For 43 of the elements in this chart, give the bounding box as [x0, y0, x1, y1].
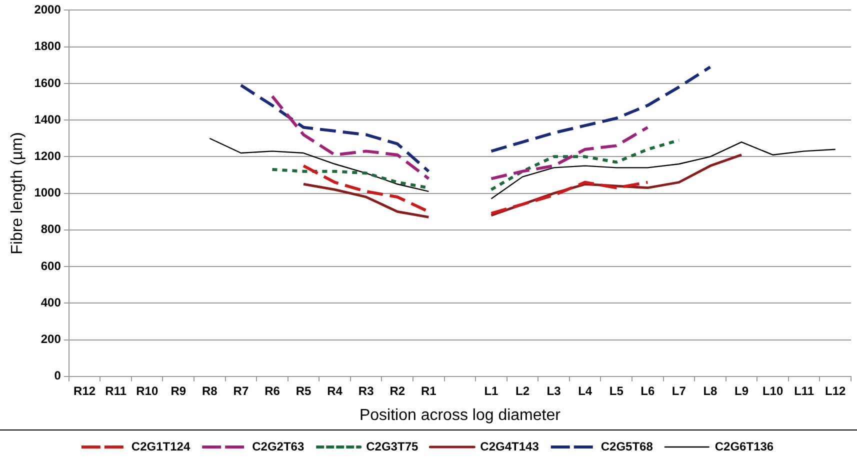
y-tick-label: 600	[40, 258, 62, 273]
x-tick-label: L10	[762, 384, 784, 398]
x-tick-label: R5	[296, 384, 312, 398]
x-tick-label: L12	[825, 384, 846, 398]
x-tick-label: L2	[516, 384, 530, 398]
x-tick-label: L7	[672, 384, 686, 398]
x-tick-label: R12	[74, 384, 96, 398]
x-tick-label: R4	[327, 384, 343, 398]
y-tick-label: 0	[54, 368, 62, 383]
x-tick-label: R6	[264, 384, 280, 398]
x-tick-label: L5	[609, 384, 624, 398]
y-tick-label: 1000	[34, 186, 62, 200]
x-tick-label: L11	[794, 384, 814, 398]
x-tick-label: L6	[640, 384, 655, 398]
y-tick-label: 1400	[34, 112, 62, 126]
y-tick-label: 200	[40, 332, 62, 346]
x-tick-label: L1	[484, 384, 499, 398]
x-tick-label: R2	[390, 384, 406, 398]
x-tick-label: R10	[136, 384, 158, 398]
y-axis-title: Fibre length (µm)	[9, 132, 26, 254]
legend-label: C2G5T68	[600, 439, 654, 454]
x-tick-label: L8	[703, 384, 718, 398]
y-tick-label: 1200	[34, 148, 62, 163]
y-tick-label: 2000	[34, 2, 62, 17]
x-tick-label: R11	[105, 384, 127, 398]
y-tick-label: 1800	[34, 39, 62, 54]
legend-label: C2G4T143	[480, 439, 540, 454]
x-tick-label: R3	[358, 384, 374, 398]
x-tick-label: L4	[578, 384, 592, 398]
x-tick-label: L9	[734, 384, 749, 398]
x-tick-label: R9	[170, 384, 186, 398]
y-tick-label: 1600	[34, 76, 62, 90]
x-tick-label: R7	[233, 384, 249, 398]
legend-label: C2G6T136	[714, 439, 774, 454]
legend-label: C2G2T63	[252, 439, 304, 454]
legend-label: C2G1T124	[131, 439, 190, 454]
x-tick-label: R1	[420, 384, 437, 398]
legend-label: C2G3T75	[366, 439, 418, 454]
x-tick-label: R8	[202, 384, 218, 398]
x-axis-title: Position across log diameter	[359, 406, 562, 424]
y-tick-label: 800	[40, 222, 62, 236]
x-tick-label: L3	[546, 384, 562, 398]
y-tick-label: 400	[40, 295, 62, 310]
